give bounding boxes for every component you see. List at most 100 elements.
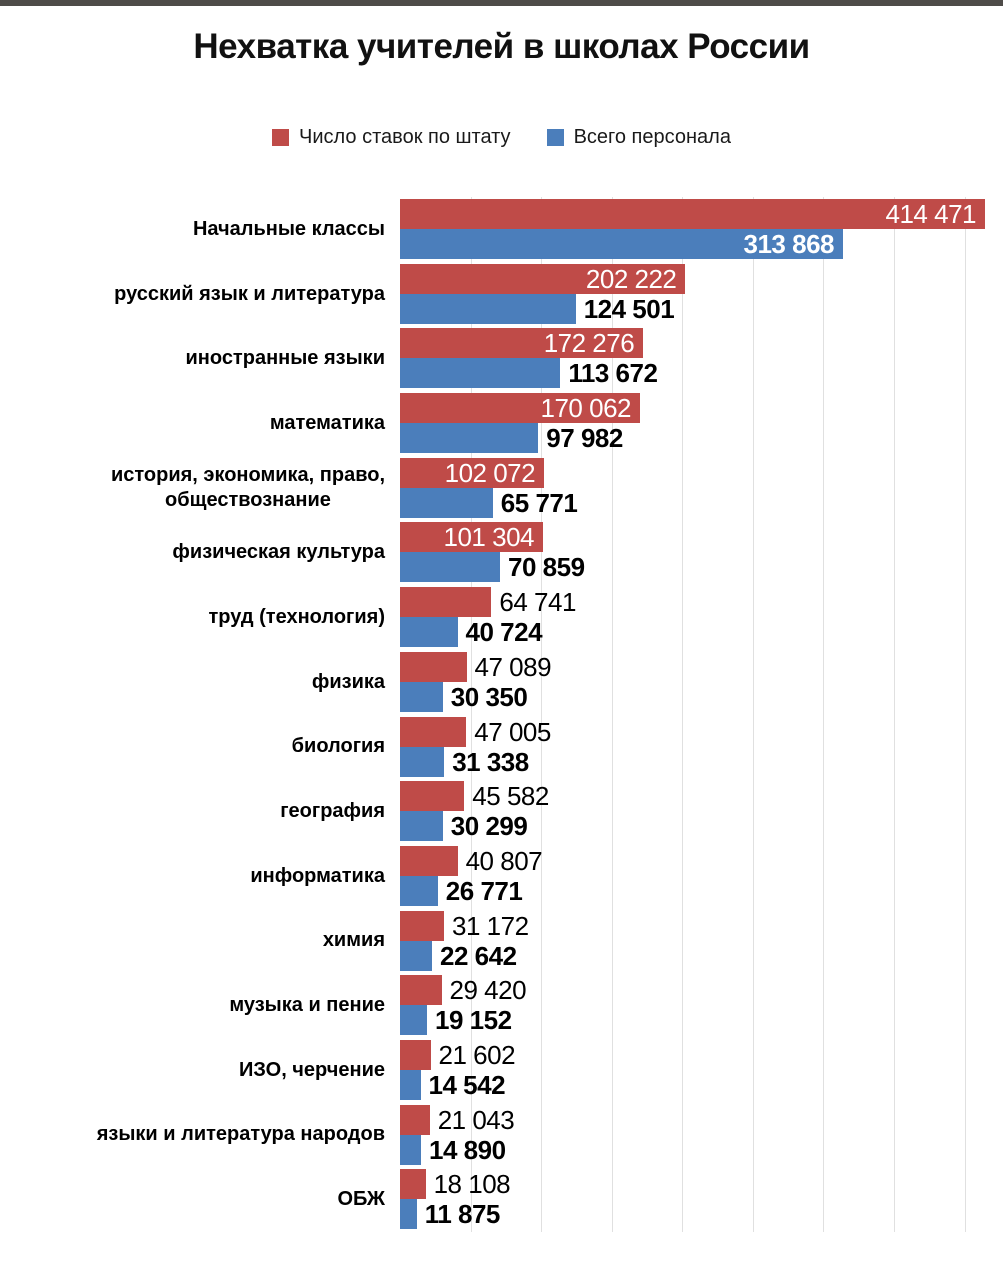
category-label-cell: русский язык и литература (0, 262, 400, 327)
gridline (752, 197, 754, 1232)
value-label-staff-positions: 64 741 (499, 587, 576, 618)
bar-total-personnel: 40 724 (400, 617, 543, 648)
gridline (682, 197, 684, 1232)
row-bars: 170 062 97 982 (400, 391, 1003, 456)
bar-total-personnel: 30 299 (400, 811, 528, 842)
value-label-total-personnel: 113 672 (568, 358, 658, 389)
gridline (964, 197, 966, 1232)
bar-staff-positions: 414 471 (400, 199, 985, 229)
top-edge-strip (0, 0, 1003, 6)
value-label-total-personnel: 40 724 (465, 617, 543, 648)
legend-label-staff-positions: Число ставок по штату (299, 126, 511, 148)
bar-staff-positions: 64 741 (400, 587, 576, 618)
bar-staff-positions: 31 172 (400, 910, 529, 941)
category-label: русский язык и литература (114, 282, 385, 305)
bar-staff-positions: 18 108 (400, 1169, 511, 1200)
bar-staff-positions: 102 072 (400, 457, 545, 488)
value-label-total-personnel: 30 350 (450, 681, 528, 712)
category-label: языки и литература народов (96, 1123, 385, 1146)
chart-row: химия 31 172 22 642 (0, 909, 1003, 974)
value-label-total-personnel: 30 299 (450, 811, 528, 842)
value-label-total-personnel: 19 152 (435, 1005, 512, 1036)
value-label-total-personnel: 313 868 (743, 229, 835, 259)
chart-row: ИЗО, черчение 21 602 14 542 (0, 1038, 1003, 1103)
category-label: химия (322, 929, 385, 952)
bar-total-personnel: 124 501 (400, 293, 675, 324)
value-label-total-personnel: 124 501 (583, 293, 675, 324)
value-label-total-personnel: 31 338 (452, 746, 529, 777)
value-label-staff-positions: 31 172 (452, 910, 529, 941)
row-bars: 47 089 30 350 (400, 650, 1003, 715)
category-label: физика (311, 670, 385, 693)
chart-row: Начальные классы 414 471 313 868 (0, 197, 1003, 262)
bar-total-personnel: 14 890 (400, 1134, 506, 1165)
value-label-staff-positions: 29 420 (449, 975, 527, 1006)
value-label-staff-positions: 45 582 (472, 781, 549, 812)
bar-staff-positions: 101 304 (400, 522, 543, 553)
row-bars: 18 108 11 875 (400, 1167, 1003, 1232)
legend: Число ставок по штату Всего персонала (0, 124, 1003, 151)
value-label-staff-positions: 21 602 (438, 1039, 516, 1070)
bar-total-personnel: 70 859 (400, 552, 585, 583)
bar-total-personnel: 313 868 (400, 229, 843, 259)
bar-total-personnel: 30 350 (400, 681, 528, 712)
value-label-staff-positions: 21 043 (437, 1104, 515, 1135)
bar-total-personnel: 97 982 (400, 423, 623, 454)
category-label: физическая культура (172, 541, 385, 564)
category-label-cell: труд (технология) (0, 585, 400, 650)
category-label: Начальные классы (192, 217, 385, 240)
value-label-total-personnel: 11 875 (424, 1199, 501, 1230)
bar-chart: Начальные классы 414 471 313 868 русский… (0, 197, 1003, 1232)
value-label-staff-positions: 40 807 (465, 845, 543, 876)
category-label: биология (291, 735, 385, 758)
category-label-cell: ОБЖ (0, 1167, 400, 1232)
chart-rows: Начальные классы 414 471 313 868 русский… (0, 197, 1003, 1232)
row-bars: 102 072 65 771 (400, 456, 1003, 521)
category-label: труд (технология) (208, 605, 385, 628)
chart-row: математика 170 062 97 982 (0, 391, 1003, 456)
value-label-staff-positions: 202 222 (585, 263, 677, 294)
gridline (470, 197, 472, 1232)
bar-total-personnel: 113 672 (400, 358, 658, 389)
chart-row: биология 47 005 31 338 (0, 715, 1003, 780)
category-label: информатика (250, 864, 385, 887)
bar-total-personnel: 31 338 (400, 746, 529, 777)
category-label: география (280, 800, 385, 823)
value-label-staff-positions: 18 108 (433, 1169, 511, 1200)
category-label-cell: Начальные классы (0, 197, 400, 262)
chart-row: труд (технология) 64 741 40 724 (0, 585, 1003, 650)
chart-row: ОБЖ 18 108 11 875 (0, 1167, 1003, 1232)
row-bars: 21 602 14 542 (400, 1038, 1003, 1103)
category-label: иностранные языки (185, 347, 385, 370)
category-label: музыка и пение (229, 994, 385, 1017)
chart-row: история, экономика, право, обществознание… (0, 456, 1003, 521)
legend-item-total-personnel: Всего персонала (546, 126, 731, 149)
category-label: ИЗО, черчение (239, 1058, 385, 1081)
row-bars: 21 043 14 890 (400, 1103, 1003, 1168)
row-bars: 29 420 19 152 (400, 973, 1003, 1038)
category-label-cell: физическая культура (0, 520, 400, 585)
bar-staff-positions: 21 043 (400, 1104, 515, 1135)
category-label: математика (269, 411, 385, 434)
bar-total-personnel: 14 542 (400, 1069, 506, 1100)
chart-row: русский язык и литература 202 222 124 50… (0, 262, 1003, 327)
bar-total-personnel: 26 771 (400, 875, 523, 906)
row-bars: 45 582 30 299 (400, 779, 1003, 844)
page-title: Нехватка учителей в школах России (193, 27, 810, 66)
bar-total-personnel: 22 642 (400, 940, 517, 971)
category-label-cell: биология (0, 715, 400, 780)
bar-staff-positions: 47 005 (400, 716, 551, 747)
bar-staff-positions: 47 089 (400, 651, 552, 682)
category-label-cell: химия (0, 909, 400, 974)
value-label-staff-positions: 170 062 (540, 393, 632, 424)
category-label-cell: информатика (0, 844, 400, 909)
category-label-cell: музыка и пение (0, 973, 400, 1038)
category-label-cell: языки и литература народов (0, 1103, 400, 1168)
bar-staff-positions: 40 807 (400, 845, 543, 876)
category-label: ОБЖ (337, 1188, 385, 1211)
value-label-staff-positions: 47 089 (474, 651, 552, 682)
value-label-total-personnel: 14 890 (429, 1134, 506, 1165)
chart-row: информатика 40 807 26 771 (0, 844, 1003, 909)
value-label-total-personnel: 22 642 (440, 940, 517, 971)
